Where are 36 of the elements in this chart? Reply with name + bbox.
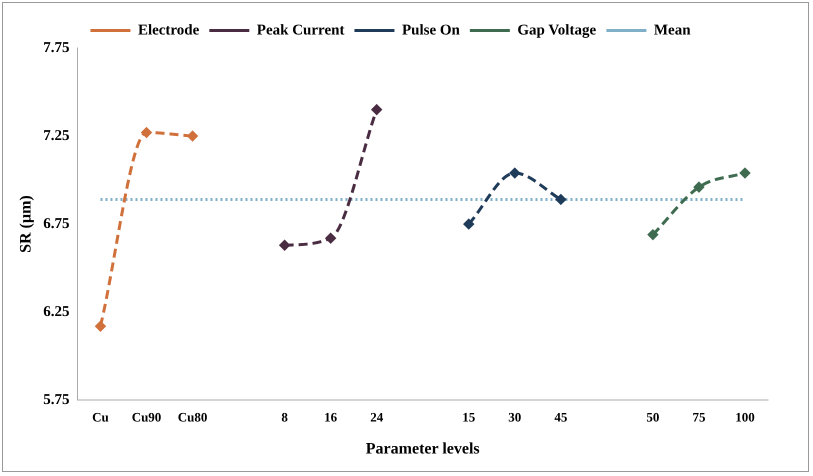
point [141, 127, 152, 138]
y-tick-label: 7.75 [43, 40, 70, 56]
x-tick-label: 50 [646, 409, 660, 424]
x-tick-label: 24 [370, 409, 384, 424]
y-tick-label: 7.25 [43, 128, 70, 144]
x-axis-title: Parameter levels [366, 440, 480, 458]
y-axis-title: SR (µm) [18, 195, 35, 253]
legend-label: Electrode [138, 22, 200, 38]
point [325, 232, 336, 244]
point [555, 194, 566, 205]
x-tick-label: 100 [735, 409, 755, 424]
y-tick-label: 6.25 [43, 304, 70, 320]
x-tick-label: 8 [281, 409, 288, 424]
x-tick-label: 16 [324, 409, 338, 424]
legend-label: Peak Current [256, 22, 344, 38]
point [463, 218, 474, 230]
x-tick-label: Cu90 [132, 409, 162, 424]
x-tick-label: Cu80 [178, 409, 208, 424]
point [693, 182, 704, 193]
y-tick-label: 5.75 [43, 392, 70, 408]
point [187, 130, 198, 142]
point [279, 240, 290, 251]
point [647, 229, 658, 240]
legend-label: Mean [654, 22, 692, 38]
x-tick-label: 30 [508, 409, 522, 424]
x-tick-label: 75 [692, 409, 706, 424]
x-tick-label: 15 [462, 409, 476, 424]
point [509, 168, 520, 179]
legend-label: Pulse On [402, 22, 461, 38]
legend-label: Gap Voltage [517, 22, 596, 38]
point [371, 104, 382, 116]
point [739, 168, 750, 179]
x-tick-label: 45 [554, 409, 568, 424]
y-tick-label: 6.75 [43, 216, 70, 232]
point [94, 320, 106, 332]
x-tick-label: Cu [92, 409, 109, 424]
